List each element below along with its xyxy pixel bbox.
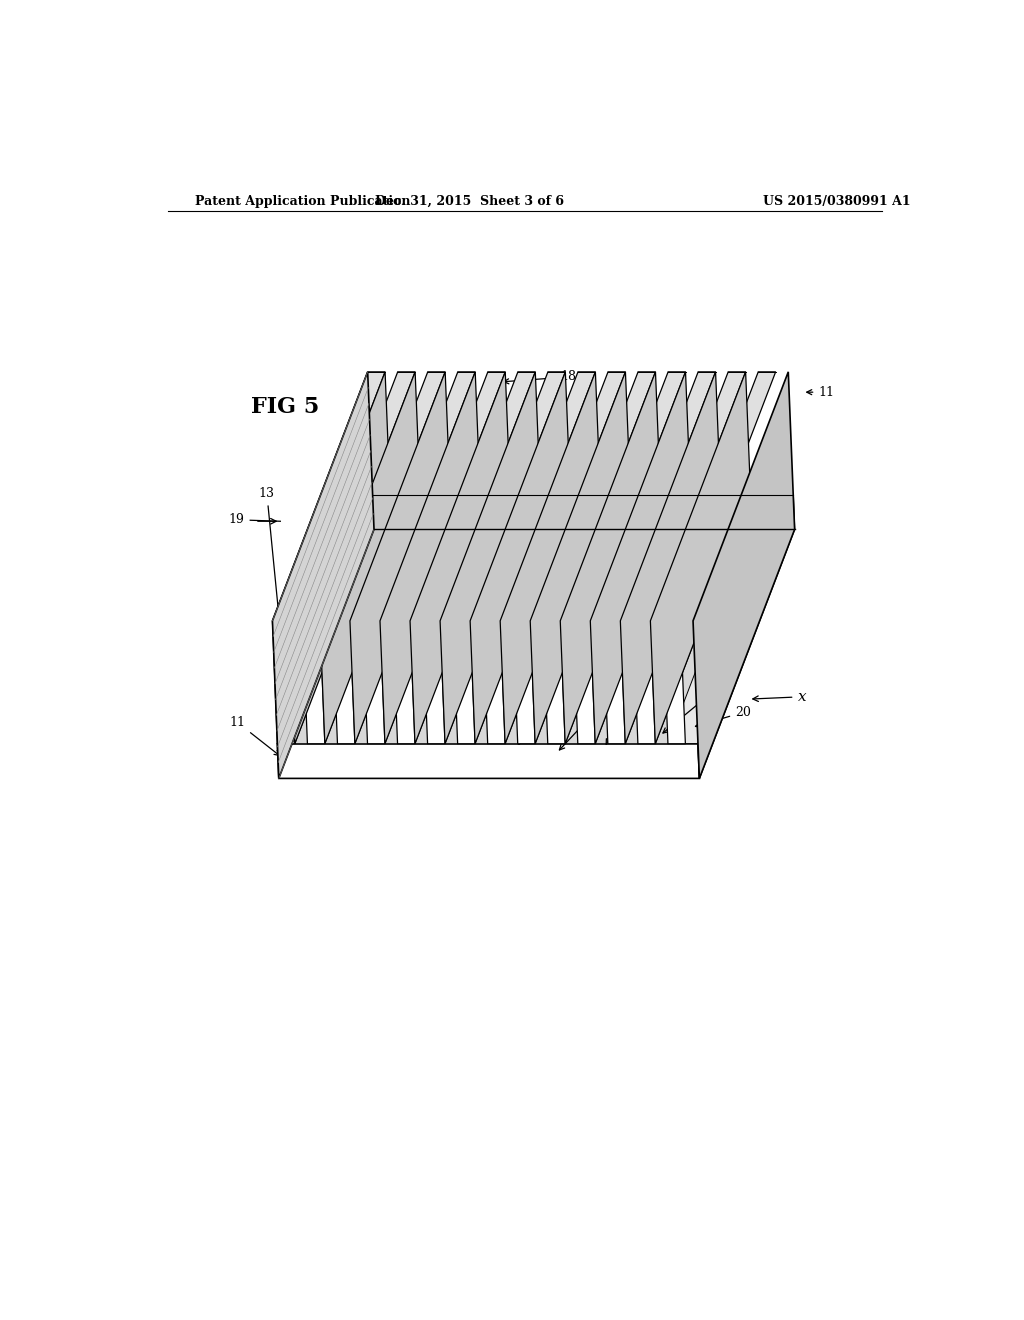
Polygon shape — [272, 620, 295, 743]
Polygon shape — [590, 372, 690, 743]
Polygon shape — [482, 372, 595, 620]
Text: b1: b1 — [559, 696, 612, 750]
Polygon shape — [385, 495, 493, 743]
Polygon shape — [536, 495, 643, 743]
Polygon shape — [543, 372, 655, 620]
Polygon shape — [513, 372, 626, 620]
Polygon shape — [453, 620, 475, 743]
Polygon shape — [626, 495, 733, 743]
Polygon shape — [572, 372, 685, 620]
Polygon shape — [392, 620, 415, 743]
Polygon shape — [500, 372, 600, 743]
Polygon shape — [572, 620, 595, 743]
Polygon shape — [530, 372, 631, 743]
Polygon shape — [693, 372, 795, 779]
Polygon shape — [445, 495, 553, 743]
Polygon shape — [325, 495, 433, 743]
Polygon shape — [355, 495, 463, 743]
Polygon shape — [470, 372, 570, 743]
Polygon shape — [475, 495, 583, 743]
Polygon shape — [410, 372, 510, 743]
Polygon shape — [621, 372, 721, 743]
Text: 20: 20 — [695, 706, 751, 727]
Polygon shape — [423, 620, 445, 743]
Text: 18: 18 — [504, 371, 577, 384]
Text: b: b — [519, 685, 553, 744]
Polygon shape — [415, 495, 523, 743]
Polygon shape — [650, 372, 751, 743]
Polygon shape — [350, 372, 451, 743]
Polygon shape — [278, 743, 699, 779]
Polygon shape — [362, 372, 475, 620]
Polygon shape — [565, 495, 673, 743]
Polygon shape — [392, 372, 505, 620]
Polygon shape — [698, 495, 795, 779]
Text: 11: 11 — [807, 385, 835, 399]
Text: x: x — [799, 690, 807, 704]
Text: FIG 5: FIG 5 — [251, 396, 319, 418]
Polygon shape — [482, 620, 505, 743]
Text: US 2015/0380991 A1: US 2015/0380991 A1 — [763, 194, 910, 207]
Text: 11: 11 — [229, 715, 280, 755]
Polygon shape — [333, 372, 445, 620]
Polygon shape — [513, 620, 536, 743]
Polygon shape — [655, 495, 763, 743]
Text: 12: 12 — [606, 655, 659, 744]
Polygon shape — [295, 495, 402, 743]
Polygon shape — [272, 372, 385, 620]
Polygon shape — [663, 620, 685, 743]
Polygon shape — [302, 372, 415, 620]
Text: 13: 13 — [259, 487, 282, 627]
Polygon shape — [633, 620, 655, 743]
Polygon shape — [453, 372, 565, 620]
Polygon shape — [603, 372, 716, 620]
Polygon shape — [603, 620, 626, 743]
Text: b2: b2 — [663, 671, 739, 733]
Polygon shape — [595, 495, 703, 743]
Polygon shape — [362, 620, 385, 743]
Text: 19: 19 — [228, 512, 245, 525]
Polygon shape — [505, 495, 613, 743]
Polygon shape — [633, 372, 745, 620]
Polygon shape — [333, 620, 355, 743]
Text: Dec. 31, 2015  Sheet 3 of 6: Dec. 31, 2015 Sheet 3 of 6 — [375, 194, 564, 207]
Polygon shape — [423, 372, 536, 620]
Polygon shape — [272, 372, 374, 779]
Polygon shape — [290, 372, 390, 743]
Polygon shape — [663, 372, 775, 620]
Polygon shape — [440, 372, 541, 743]
Polygon shape — [319, 372, 420, 743]
Polygon shape — [543, 620, 565, 743]
Text: Patent Application Publication: Patent Application Publication — [196, 194, 411, 207]
Polygon shape — [380, 372, 480, 743]
Polygon shape — [302, 620, 325, 743]
Polygon shape — [560, 372, 660, 743]
Polygon shape — [278, 495, 794, 743]
